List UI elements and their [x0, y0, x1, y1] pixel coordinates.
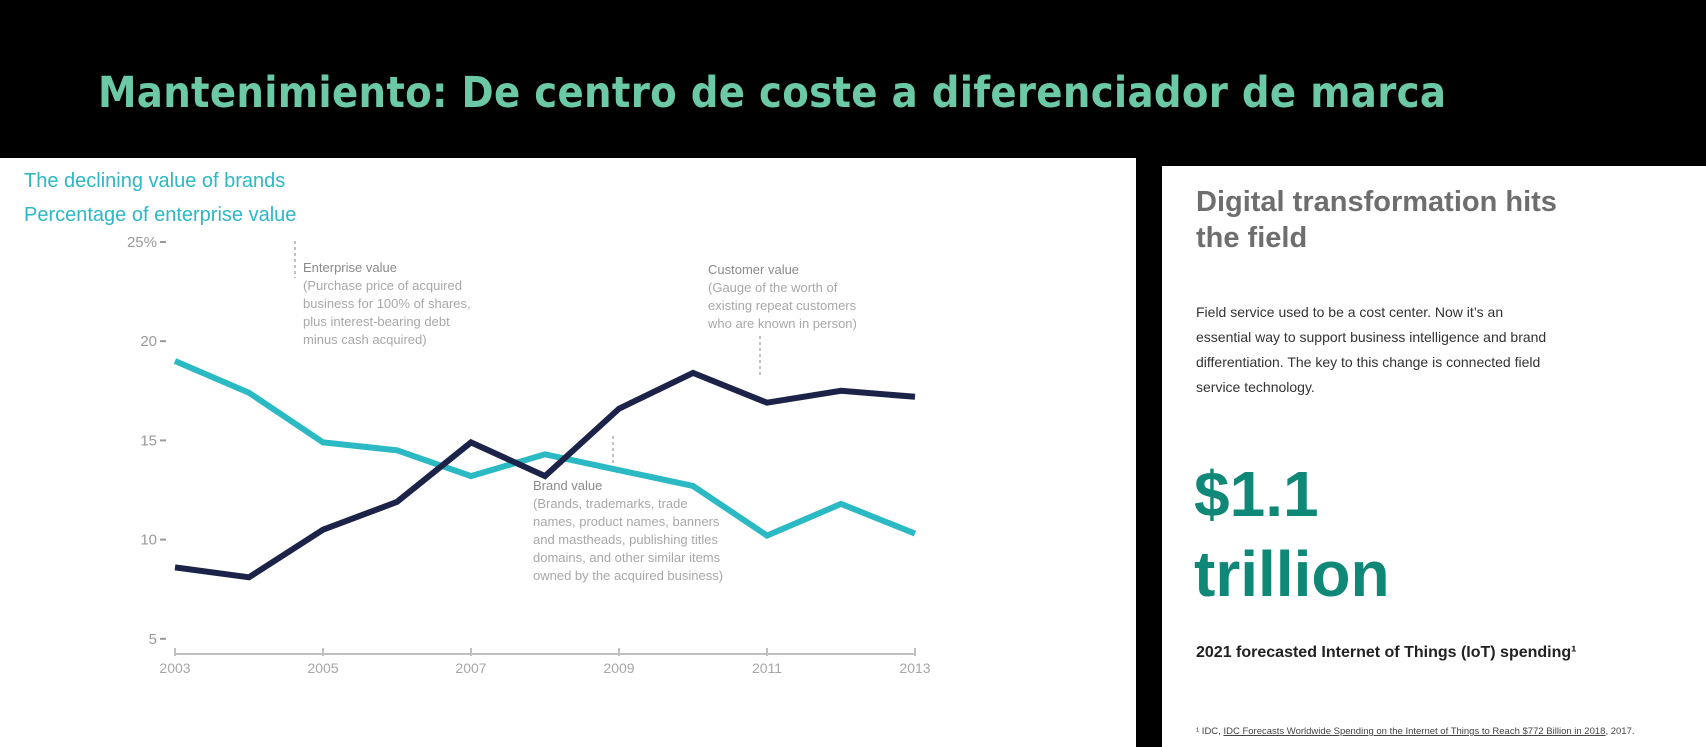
- y-tick-label: 10: [140, 532, 157, 549]
- x-tick-label: 2011: [752, 660, 782, 676]
- annotation-line-brand: (Brands, trademarks, trade: [533, 496, 688, 511]
- x-tick-label: 2009: [603, 660, 634, 676]
- slide-title: Mantenimiento: De centro de coste a dife…: [98, 68, 1447, 118]
- annotation-line-brand: names, product names, banners: [533, 514, 720, 529]
- side-heading: Digital transformation hits the field: [1196, 186, 1557, 254]
- x-tick-label: 2003: [159, 660, 190, 676]
- footnote-suffix: , 2017.: [1605, 726, 1635, 737]
- big-number-caption: 2021 forecasted Internet of Things (IoT)…: [1196, 644, 1577, 661]
- chart-annotations: Enterprise value (Purchase price of acqui…: [294, 241, 857, 583]
- annotation-heading-enterprise: Enterprise value: [303, 260, 397, 275]
- annotation-line-brand: and mastheads, publishing titles: [533, 532, 719, 547]
- annotation-heading-customer: Customer value: [708, 262, 799, 277]
- annotation-line-brand: domains, and other similar items: [533, 550, 721, 565]
- chart-title: The declining value of brands: [24, 170, 286, 192]
- y-tick-label: 20: [140, 333, 157, 350]
- series-line-customer-value: [174, 369, 916, 581]
- annotation-line-brand: owned by the acquired business): [533, 568, 723, 583]
- y-tick-label: 5: [149, 631, 157, 648]
- x-tick-label: 2013: [899, 660, 930, 676]
- side-panel: Digital transformation hits the field Fi…: [1162, 166, 1706, 747]
- annotation-line-enterprise: plus interest-bearing debt: [303, 314, 450, 329]
- footnote: ¹ IDC, IDC Forecasts Worldwide Spending …: [1196, 726, 1635, 737]
- big-number: $1.1 trillion: [1194, 458, 1390, 610]
- x-tick-label: 2005: [307, 660, 338, 676]
- annotation-line-enterprise: business for 100% of shares,: [303, 296, 471, 311]
- annotation-line-enterprise: (Purchase price of acquired: [303, 278, 462, 293]
- x-tick-label: 2007: [455, 660, 486, 676]
- annotation-line-customer: existing repeat customers: [708, 298, 857, 313]
- annotation-line-customer: who are known in person): [707, 316, 857, 331]
- footnote-link[interactable]: IDC Forecasts Worldwide Spending on the …: [1223, 726, 1606, 737]
- side-body-text: Field service used to be a cost center. …: [1196, 304, 1547, 395]
- series-line-brand-value: [173, 358, 917, 539]
- footnote-prefix: ¹ IDC,: [1196, 726, 1224, 737]
- annotation-line-customer: (Gauge of the worth of: [708, 280, 838, 295]
- annotation-line-enterprise: minus cash acquired): [303, 332, 427, 347]
- annotation-heading-brand: Brand value: [533, 478, 602, 493]
- y-tick-label: 15: [140, 432, 157, 449]
- chart-subtitle: Percentage of enterprise value: [24, 204, 297, 226]
- chart-series: [173, 358, 917, 581]
- y-tick-label: 25%: [127, 234, 157, 251]
- chart-panel: The declining value of brands Percentage…: [0, 158, 1136, 747]
